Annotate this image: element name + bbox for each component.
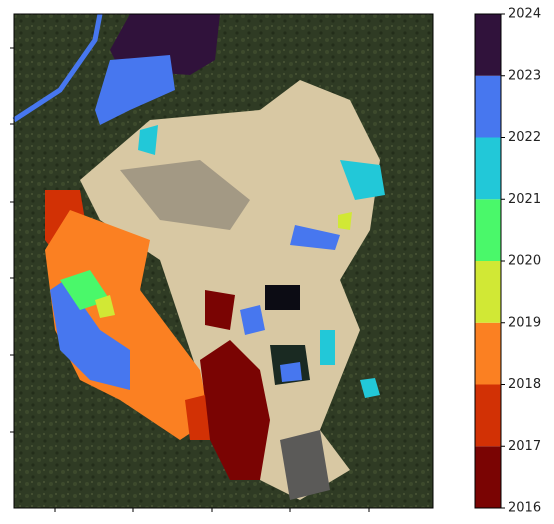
colorbar-segment — [475, 446, 501, 508]
colorbar-tick-label: 2024 — [508, 7, 541, 22]
change-patch — [290, 225, 340, 250]
change-patch — [360, 378, 380, 398]
satellite-map — [12, 13, 434, 509]
change-patch — [338, 212, 352, 230]
colorbar: 2016 2017 2018 2019 2020 2021 2022 2023 2024 — [474, 7, 541, 516]
pit — [280, 430, 330, 500]
map-ticks — [10, 47, 370, 512]
change-patch — [205, 290, 235, 330]
colorbar-tick-label: 2021 — [508, 192, 541, 207]
colorbar-segment — [475, 14, 501, 76]
change-patch — [200, 340, 270, 480]
map-frame — [13, 13, 434, 509]
colorbar-tick-label: 2019 — [508, 315, 541, 330]
colorbar-tick-label: 2020 — [508, 254, 541, 269]
change-patch — [138, 125, 158, 155]
river — [12, 13, 103, 123]
change-patch — [240, 305, 265, 335]
colorbar-tick-label: 2018 — [508, 377, 541, 392]
change-patch — [340, 160, 385, 200]
pond — [265, 285, 300, 310]
colorbar-segment — [475, 322, 501, 385]
change-patch — [185, 395, 210, 440]
change-patch — [280, 362, 302, 382]
change-patch — [95, 295, 115, 318]
mine-pit — [120, 160, 250, 230]
change-patch — [50, 280, 130, 390]
colorbar-segment — [475, 75, 501, 138]
colorbar-tick-label: 2016 — [508, 501, 541, 516]
colorbar-segment — [475, 261, 501, 323]
change-patch — [45, 210, 210, 440]
colorbar-tick-label: 2017 — [508, 439, 541, 454]
change-patch — [95, 55, 175, 125]
colorbar-tick-label: 2022 — [508, 130, 541, 145]
change-patch — [320, 330, 335, 365]
colorbar-segment — [475, 384, 501, 447]
colorbar-tick-label: 2023 — [508, 68, 541, 83]
colorbar-segment — [475, 199, 501, 261]
colorbar-segment — [475, 137, 501, 200]
